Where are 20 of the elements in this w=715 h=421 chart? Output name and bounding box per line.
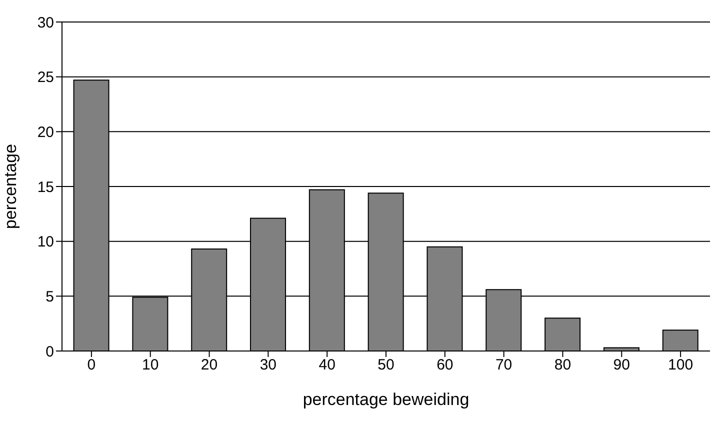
x-tick-label: 20	[200, 356, 218, 374]
x-tick-label: 70	[495, 356, 512, 374]
x-tick-label: 30	[260, 356, 277, 374]
y-tick-label: 0	[46, 343, 54, 360]
y-tick-label: 5	[46, 288, 54, 306]
x-tick-label: 0	[87, 356, 96, 374]
x-tick-label: 40	[318, 356, 336, 374]
y-tick-label: 10	[37, 234, 54, 251]
y-tick-label: 15	[37, 178, 54, 196]
x-tick-label: 100	[668, 356, 694, 374]
x-axis-title: percentage beweiding	[302, 390, 470, 409]
y-axis-title: percentage	[1, 144, 20, 230]
y-tick-label: 30	[37, 14, 54, 32]
x-tick-label: 90	[613, 356, 630, 374]
x-tick-label: 50	[378, 356, 394, 374]
x-tick-label: 80	[554, 356, 572, 374]
y-tick-label: 25	[37, 69, 54, 86]
x-tick-label: 60	[436, 356, 454, 374]
y-tick-label: 20	[37, 124, 54, 141]
x-tick-label: 10	[142, 356, 159, 374]
